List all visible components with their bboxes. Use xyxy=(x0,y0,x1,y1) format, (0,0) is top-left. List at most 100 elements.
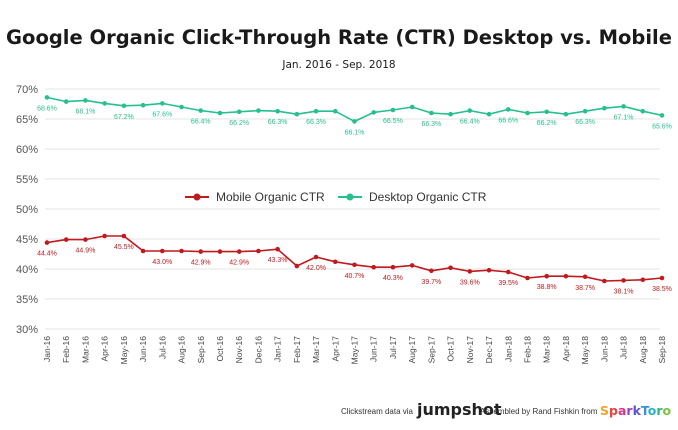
data-point-mobile xyxy=(83,237,88,242)
data-point-desktop xyxy=(102,101,107,106)
data-label-desktop: 66.3% xyxy=(268,119,288,126)
data-label-desktop: 66.3% xyxy=(306,119,326,126)
data-point-desktop xyxy=(121,103,127,109)
data-point-desktop xyxy=(640,108,646,114)
data-point-desktop xyxy=(140,102,146,108)
data-point-desktop xyxy=(563,111,569,117)
x-tick-label: Jun-16 xyxy=(138,336,148,362)
data-point-mobile xyxy=(390,264,396,270)
y-tick-label: 55% xyxy=(16,174,38,186)
data-label-desktop: 68.1% xyxy=(76,108,96,115)
data-label-desktop: 65.6% xyxy=(652,123,672,130)
x-tick-label: Nov-16 xyxy=(234,336,244,364)
x-tick-label: Jul-18 xyxy=(619,336,629,359)
data-point-desktop xyxy=(659,113,665,118)
sparktoro-letter: o xyxy=(663,403,672,418)
data-label-desktop: 66.6% xyxy=(498,117,518,124)
data-point-desktop xyxy=(602,105,607,111)
data-label-mobile: 43.3% xyxy=(268,257,288,264)
x-tick-label: Sep-17 xyxy=(426,336,436,364)
x-axis-ticks: Jan-16 Feb-16 Mar-16 Apr-16 May-16 Jun-16 Jul-… xyxy=(42,336,667,365)
data-point-desktop xyxy=(352,119,357,124)
sparktoro-letter: S xyxy=(600,403,609,418)
x-tick-label: Dec-16 xyxy=(253,336,263,364)
x-tick-label: Feb-16 xyxy=(61,336,71,363)
data-point-desktop xyxy=(275,108,280,114)
x-tick-label: Aug-18 xyxy=(638,336,648,364)
data-point-mobile xyxy=(332,259,338,265)
sparktoro-letter: p xyxy=(609,403,618,418)
x-tick-label: Oct-16 xyxy=(215,336,225,362)
legend-item-desktop: Desktop Organic CTR xyxy=(338,190,487,204)
data-label-desktop: 67.1% xyxy=(614,114,634,121)
x-tick-label: Aug-16 xyxy=(177,336,187,364)
sparktoro-letter: r xyxy=(626,403,633,418)
data-label-mobile: 44.4% xyxy=(37,251,57,258)
data-point-desktop xyxy=(525,110,530,116)
data-point-mobile xyxy=(236,249,242,254)
data-point-mobile xyxy=(102,233,107,239)
data-label-desktop: 66.2% xyxy=(229,120,249,127)
data-label-mobile: 38.1% xyxy=(614,288,634,295)
sparktoro-letter: o xyxy=(648,403,657,418)
data-point-mobile xyxy=(160,248,165,254)
x-tick-label: Jan-17 xyxy=(273,336,283,362)
data-point-mobile xyxy=(505,269,511,275)
data-label-mobile: 38.8% xyxy=(537,284,557,291)
y-tick-label: 30% xyxy=(16,324,38,336)
legend: Mobile Organic CTR Desktop Organic CTR xyxy=(185,190,487,204)
data-label-mobile: 40.3% xyxy=(383,275,403,282)
legend-item-mobile: Mobile Organic CTR xyxy=(185,190,325,204)
sparktoro-letter: r xyxy=(656,403,663,418)
series-line-desktop xyxy=(46,96,663,123)
data-point-mobile xyxy=(486,267,492,273)
data-point-mobile xyxy=(448,265,453,271)
data-point-mobile xyxy=(525,275,530,281)
data-label-mobile: 39.5% xyxy=(498,280,518,287)
x-tick-label: Oct-17 xyxy=(446,336,456,362)
data-label-desktop: 67.2% xyxy=(114,114,134,121)
data-point-mobile xyxy=(544,273,549,279)
data-point-mobile xyxy=(563,273,569,279)
data-label-desktop: 66.4% xyxy=(191,119,211,126)
x-tick-label: Apr-17 xyxy=(330,336,340,362)
data-label-mobile: 42.0% xyxy=(306,265,326,272)
y-tick-label: 65% xyxy=(16,114,38,126)
x-tick-label: Feb-18 xyxy=(522,336,532,363)
data-point-desktop xyxy=(448,111,453,117)
data-point-mobile xyxy=(352,262,357,268)
data-point-mobile xyxy=(467,269,473,274)
y-axis-ticks: 30% 35% 40% 45% 50% 55% 60% 65% 70% xyxy=(16,84,38,336)
data-point-mobile xyxy=(429,268,434,274)
x-tick-label: May-18 xyxy=(580,336,590,365)
x-tick-label: Jan-18 xyxy=(503,336,513,362)
credit-assembled: Assembled by Rand Fishkin from xyxy=(480,407,598,416)
chart-subtitle: Jan. 2016 - Sep. 2018 xyxy=(281,59,395,71)
x-tick-label: May-17 xyxy=(350,336,360,365)
data-point-desktop xyxy=(429,110,434,116)
data-label-mobile: 38.7% xyxy=(575,285,595,292)
y-tick-label: 35% xyxy=(16,294,38,306)
data-label-desktop: 68.6% xyxy=(37,105,57,112)
data-point-desktop xyxy=(44,95,50,100)
data-point-desktop xyxy=(486,111,492,117)
data-point-desktop xyxy=(582,108,588,114)
x-tick-label: Sep-18 xyxy=(657,336,667,364)
data-point-mobile xyxy=(294,263,300,269)
data-point-mobile xyxy=(256,248,261,254)
data-point-mobile xyxy=(621,278,626,283)
x-tick-label: May-16 xyxy=(119,336,129,365)
y-tick-label: 45% xyxy=(16,234,38,246)
y-tick-label: 40% xyxy=(16,264,38,276)
data-point-desktop xyxy=(621,104,626,109)
footer-credits: Clickstream data via jumpshot Assembled … xyxy=(341,400,672,419)
data-point-mobile xyxy=(44,240,50,245)
y-tick-label: 50% xyxy=(16,204,38,216)
data-point-desktop xyxy=(505,107,511,112)
data-label-desktop: 66.3% xyxy=(421,121,441,128)
x-tick-label: Apr-16 xyxy=(100,336,110,362)
data-point-desktop xyxy=(294,111,300,117)
chart-title: Google Organic Click-Through Rate (CTR) … xyxy=(6,26,672,49)
data-point-desktop xyxy=(390,107,396,113)
